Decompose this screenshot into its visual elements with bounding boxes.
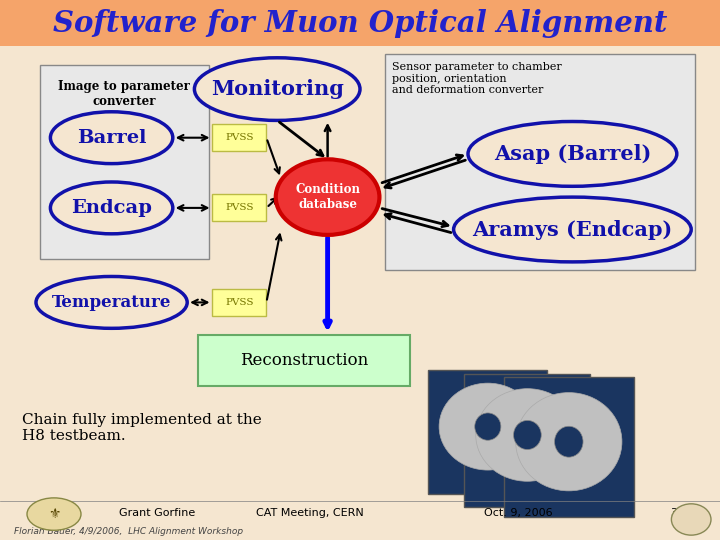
Ellipse shape: [276, 159, 379, 235]
Bar: [428, 370, 547, 494]
Text: ⚜: ⚜: [48, 507, 60, 521]
Bar: [212, 289, 266, 316]
Ellipse shape: [439, 383, 536, 470]
Text: Aramys (Endcap): Aramys (Endcap): [472, 219, 672, 240]
Text: Endcap: Endcap: [71, 199, 152, 217]
Text: Condition
database: Condition database: [295, 183, 360, 211]
Ellipse shape: [27, 498, 81, 530]
Bar: [40, 65, 209, 259]
Text: CAT Meeting, CERN: CAT Meeting, CERN: [256, 508, 364, 518]
Ellipse shape: [554, 426, 583, 457]
Ellipse shape: [474, 413, 501, 440]
Bar: [385, 54, 695, 270]
Ellipse shape: [513, 421, 541, 449]
Bar: [464, 374, 590, 507]
Text: Image to parameter
converter: Image to parameter converter: [58, 80, 190, 108]
Ellipse shape: [476, 389, 579, 481]
Text: Temperature: Temperature: [52, 294, 171, 311]
Ellipse shape: [36, 276, 187, 328]
Text: PVSS: PVSS: [225, 204, 253, 212]
Text: Oct. 9, 2006: Oct. 9, 2006: [484, 508, 553, 518]
Text: Asap (Barrel): Asap (Barrel): [494, 144, 651, 164]
Text: 31: 31: [670, 508, 684, 518]
Text: Software for Muon Optical Alignment: Software for Muon Optical Alignment: [53, 9, 667, 38]
Bar: [212, 194, 266, 221]
Ellipse shape: [50, 182, 173, 234]
Text: Barrel: Barrel: [77, 129, 146, 147]
Ellipse shape: [50, 112, 173, 164]
Text: Reconstruction: Reconstruction: [240, 352, 369, 369]
Bar: [198, 335, 410, 386]
Ellipse shape: [194, 58, 360, 120]
Text: Florian Bauer, 4/9/2006,  LHC Alignment Workshop: Florian Bauer, 4/9/2006, LHC Alignment W…: [14, 527, 243, 536]
Text: PVSS: PVSS: [225, 298, 253, 307]
Text: Sensor parameter to chamber
position, orientation
and deformation converter: Sensor parameter to chamber position, or…: [392, 62, 562, 95]
Bar: [212, 124, 266, 151]
Ellipse shape: [468, 122, 677, 186]
Ellipse shape: [671, 504, 711, 535]
Ellipse shape: [516, 393, 622, 491]
Text: PVSS: PVSS: [225, 133, 253, 142]
Ellipse shape: [454, 197, 691, 262]
Bar: [504, 377, 634, 517]
Text: Monitoring: Monitoring: [211, 79, 343, 99]
Text: Chain fully implemented at the
H8 testbeam.: Chain fully implemented at the H8 testbe…: [22, 413, 261, 443]
Text: Grant Gorfine: Grant Gorfine: [119, 508, 195, 518]
Bar: [0, 0, 720, 46]
